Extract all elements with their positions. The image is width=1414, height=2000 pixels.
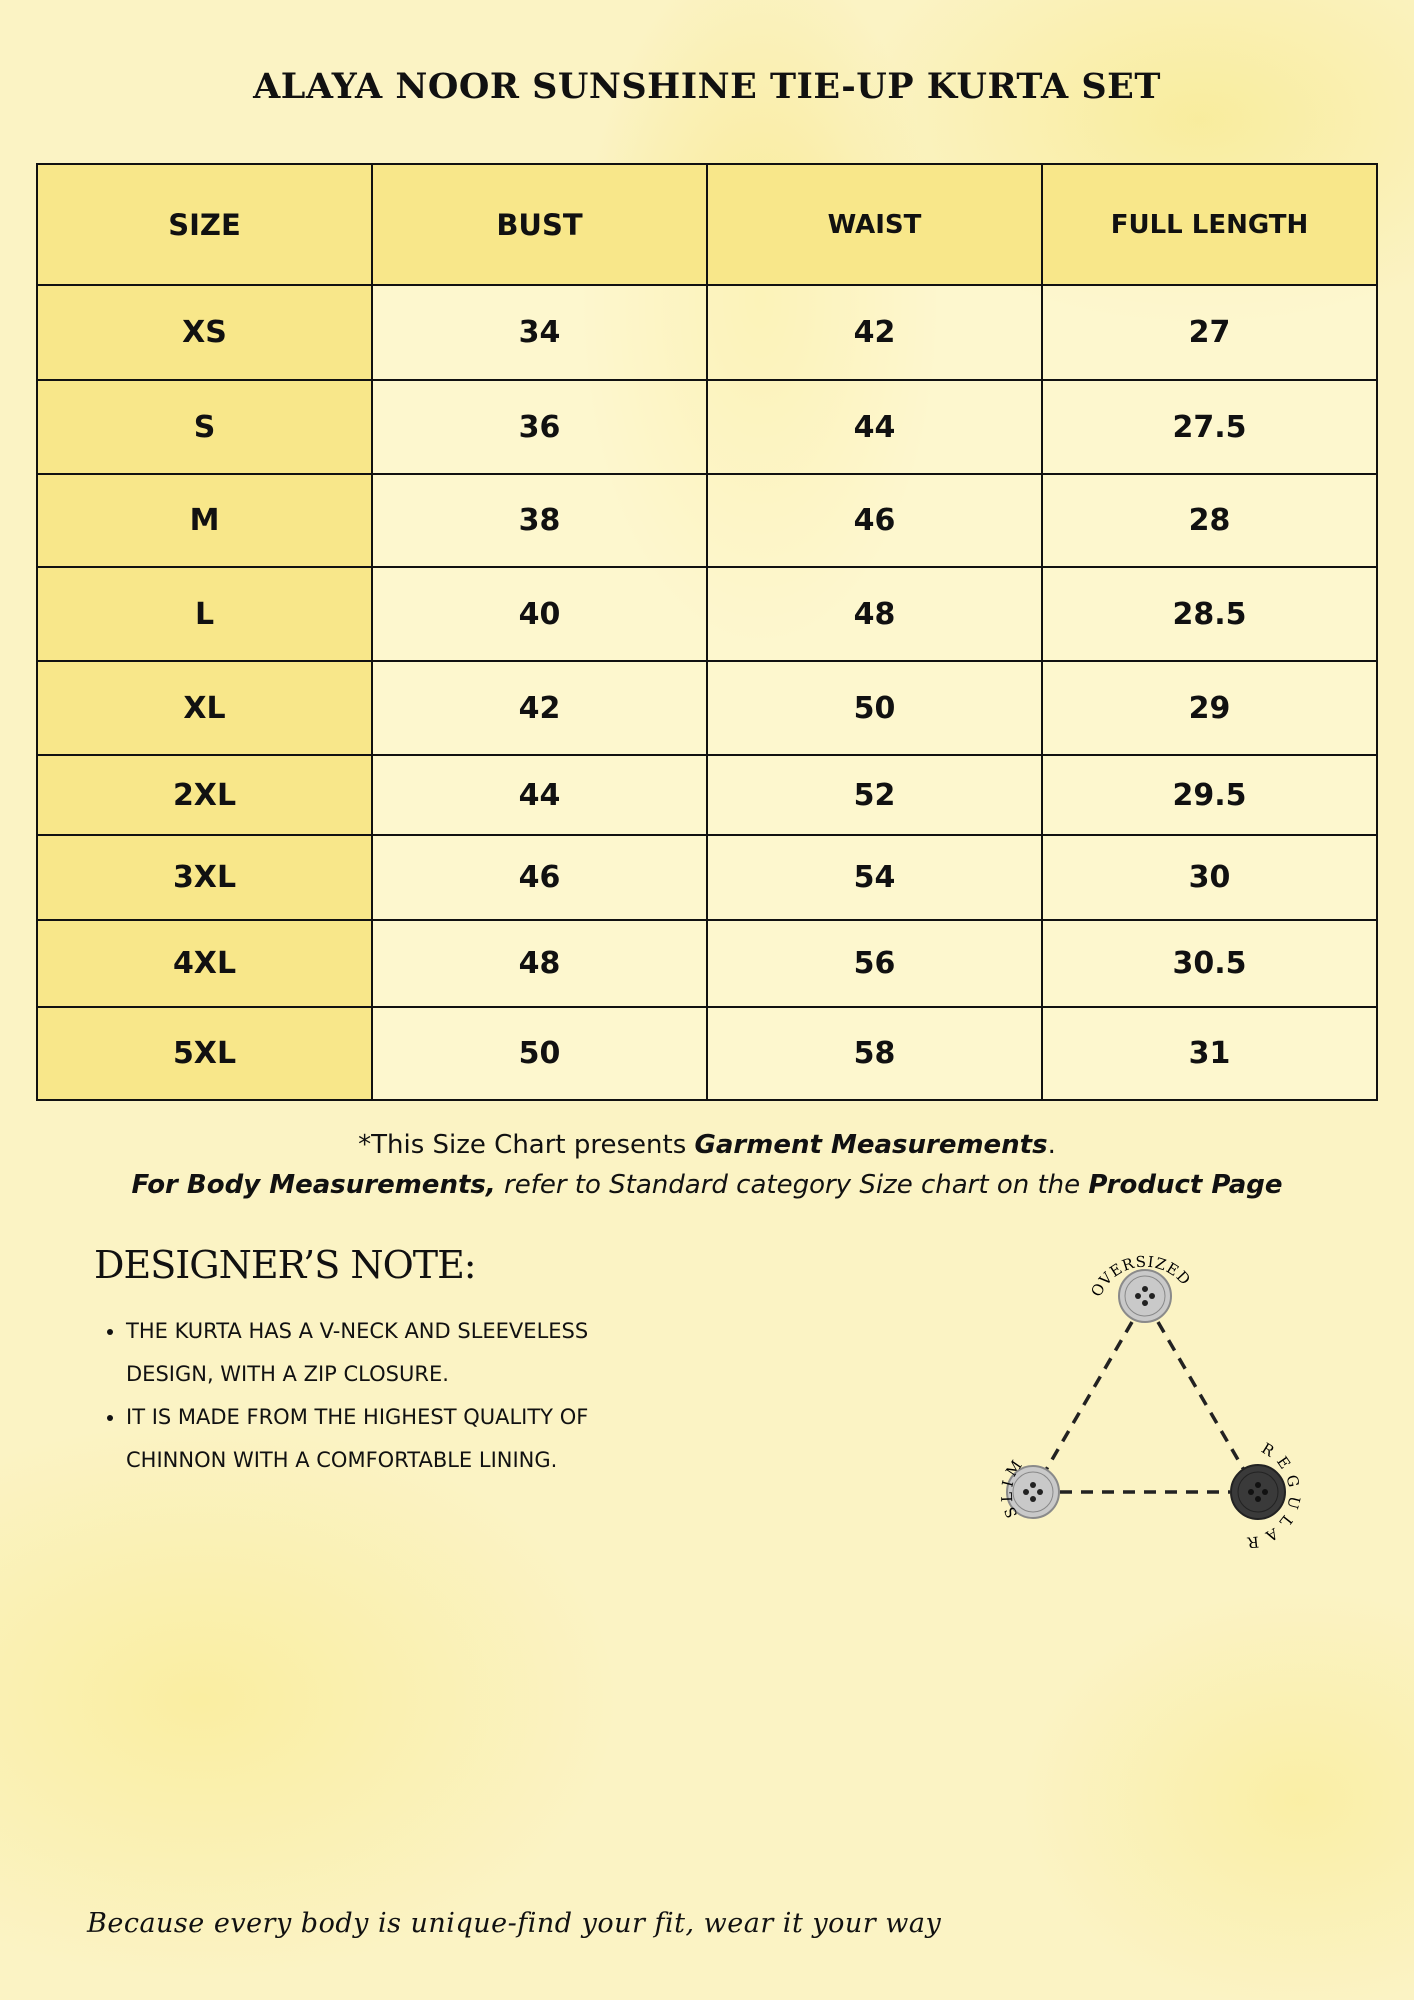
fit-diagram: OVERSIZED SLIM REGULAR: [998, 1252, 1297, 1552]
cell-full-length: 28.5: [1041, 566, 1378, 662]
page-title: ALAYA NOOR SUNSHINE TIE-UP KURTA SET: [253, 66, 1161, 107]
note-line-1: *This Size Chart presents Garment Measur…: [0, 1130, 1414, 1160]
cell-full-length: 29: [1041, 660, 1378, 756]
tagline: Because every body is unique-find your f…: [87, 1908, 942, 1939]
table-row: XS 34 42 27: [36, 284, 1378, 381]
table-header-row: SIZE BUST WAIST FULL LENGTH: [36, 163, 1378, 286]
cell-size: XL: [36, 660, 373, 756]
note-bullet: IT IS MADE FROM THE HIGHEST QUALITY OF C…: [126, 1396, 666, 1482]
header-size: SIZE: [36, 163, 373, 286]
table-row: 4XL 48 56 30.5: [36, 919, 1378, 1008]
cell-waist: 52: [706, 754, 1043, 836]
cell-bust: 40: [371, 566, 708, 662]
slim-button-icon: [1006, 1465, 1060, 1519]
cell-size: S: [36, 379, 373, 475]
cell-waist: 48: [706, 566, 1043, 662]
cell-full-length: 28: [1041, 473, 1378, 568]
dashed-triangle: [1044, 1321, 1246, 1494]
cell-bust: 46: [371, 834, 708, 921]
note-bold: Product Page: [1088, 1170, 1283, 1200]
table-row: 2XL 44 52 29.5: [36, 754, 1378, 836]
cell-full-length: 27.5: [1041, 379, 1378, 475]
cell-full-length: 30: [1041, 834, 1378, 921]
cell-bust: 42: [371, 660, 708, 756]
note-line-2: For Body Measurements, refer to Standard…: [0, 1170, 1414, 1200]
note-text: .: [1047, 1130, 1056, 1160]
cell-full-length: 31: [1041, 1006, 1378, 1101]
cell-size: 4XL: [36, 919, 373, 1008]
table-row: 3XL 46 54 30: [36, 834, 1378, 921]
cell-waist: 50: [706, 660, 1043, 756]
cell-size: XS: [36, 284, 373, 381]
table-row: S 36 44 27.5: [36, 379, 1378, 475]
table-row: XL 42 50 29: [36, 660, 1378, 756]
size-chart-table: SIZE BUST WAIST FULL LENGTH XS 34 42 27 S 36 4…: [36, 163, 1378, 1101]
cell-waist: 54: [706, 834, 1043, 921]
designers-note-list: THE KURTA HAS A V-NECK AND SLEEVELESS DE…: [100, 1310, 666, 1482]
header-waist: WAIST: [706, 163, 1043, 286]
cell-size: M: [36, 473, 373, 568]
cell-waist: 42: [706, 284, 1043, 381]
cell-size: 2XL: [36, 754, 373, 836]
cell-bust: 50: [371, 1006, 708, 1101]
cell-waist: 56: [706, 919, 1043, 1008]
table-row: M 38 46 28: [36, 473, 1378, 568]
header-bust: BUST: [371, 163, 708, 286]
note-bold: For Body Measurements,: [131, 1170, 496, 1200]
cell-full-length: 27: [1041, 284, 1378, 381]
cell-size: 5XL: [36, 1006, 373, 1101]
cell-full-length: 30.5: [1041, 919, 1378, 1008]
cell-waist: 44: [706, 379, 1043, 475]
cell-waist: 46: [706, 473, 1043, 568]
note-bold: Garment Measurements: [694, 1130, 1048, 1160]
cell-size: L: [36, 566, 373, 662]
cell-bust: 38: [371, 473, 708, 568]
cell-waist: 58: [706, 1006, 1043, 1101]
cell-bust: 44: [371, 754, 708, 836]
cell-bust: 36: [371, 379, 708, 475]
note-bullet: THE KURTA HAS A V-NECK AND SLEEVELESS DE…: [126, 1310, 666, 1396]
note-text: *This Size Chart presents: [358, 1130, 695, 1160]
cell-size: 3XL: [36, 834, 373, 921]
note-text: refer to Standard category Size chart on…: [495, 1170, 1089, 1200]
cell-bust: 48: [371, 919, 708, 1008]
cell-bust: 34: [371, 284, 708, 381]
header-full-length: FULL LENGTH: [1041, 163, 1378, 286]
oversized-button-icon: [1118, 1269, 1172, 1323]
table-row: 5XL 50 58 31: [36, 1006, 1378, 1101]
regular-button-icon: [1230, 1464, 1286, 1520]
cell-full-length: 29.5: [1041, 754, 1378, 836]
designers-note-heading: DESIGNER’S NOTE:: [94, 1243, 477, 1287]
table-row: L 40 48 28.5: [36, 566, 1378, 662]
